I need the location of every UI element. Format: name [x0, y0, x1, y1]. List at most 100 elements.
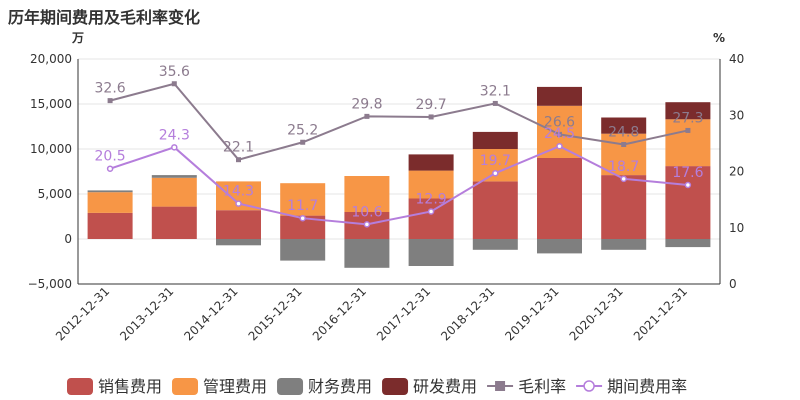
- bar-管理费用: [665, 119, 711, 167]
- x-tick-label: 2018-12-31: [438, 284, 497, 343]
- x-tick-label: 2021-12-31: [631, 284, 690, 343]
- legend-label: 研发费用: [413, 377, 477, 396]
- y-right-unit: %: [713, 31, 725, 45]
- point-期间费用率: [299, 214, 306, 222]
- point-期间费用率: [171, 144, 178, 151]
- line-期间费用率: [109, 145, 688, 226]
- point-毛利率: [300, 139, 306, 145]
- data-label-期间费用率: 10.6: [351, 204, 382, 220]
- legend-label: 销售费用: [98, 377, 162, 396]
- y-left-tick-label: 20,000: [30, 52, 72, 66]
- legend-label: 期间费用率: [607, 377, 687, 396]
- chart-title: 历年期间费用及毛利率变化: [8, 8, 201, 27]
- point-毛利率: [621, 142, 627, 147]
- data-label-毛利率: 32.1: [480, 83, 511, 99]
- bar-销售费用: [408, 198, 454, 239]
- bar-财务费用: [151, 175, 197, 178]
- bar-研发费用: [472, 131, 518, 149]
- point-毛利率: [685, 127, 691, 133]
- bar-管理费用: [344, 176, 390, 212]
- legend-swatch-销售费用: [67, 378, 93, 395]
- data-label-毛利率: 27.3: [672, 110, 703, 126]
- legend-label: 管理费用: [203, 377, 267, 396]
- data-label-毛利率: 26.6: [544, 114, 575, 130]
- legend-swatch-管理费用: [172, 378, 199, 395]
- data-label-期间费用率: 24.3: [159, 127, 190, 143]
- bar-研发费用: [537, 86, 582, 106]
- y-left-unit: 万: [71, 31, 84, 45]
- bar-销售费用: [87, 212, 133, 239]
- y-right-tick-label: 10: [729, 221, 744, 235]
- x-tick-label: 2020-12-31: [567, 284, 626, 343]
- point-期间费用率: [684, 181, 692, 189]
- point-毛利率: [364, 113, 370, 119]
- line-layer: [106, 81, 692, 228]
- x-tick-label: 2013-12-31: [117, 284, 176, 343]
- y-right-tick-label: 30: [729, 108, 744, 122]
- bar-研发费用: [601, 117, 647, 134]
- data-label-期间费用率: 20.5: [95, 149, 126, 165]
- x-tick-label: 2017-12-31: [374, 284, 433, 343]
- point-毛利率: [107, 98, 113, 104]
- bar-销售费用: [151, 206, 197, 239]
- y-left-tick-label: 15,000: [30, 97, 72, 111]
- legend-layer: 销售费用 管理费用 财务费用 研发费用 毛利率 期间费用率: [67, 377, 687, 396]
- bar-财务费用: [537, 239, 582, 254]
- point-毛利率: [492, 100, 498, 106]
- point-期间费用率: [106, 165, 114, 172]
- y-right-tick-label: 40: [729, 52, 744, 66]
- y-left-tick-label: 5,000: [38, 187, 72, 201]
- point-期间费用率: [556, 142, 563, 150]
- point-毛利率: [236, 157, 241, 163]
- data-label-期间费用率: 24.5: [544, 126, 575, 142]
- data-label-期间费用率: 14.3: [223, 184, 254, 200]
- bar-财务费用: [216, 239, 261, 246]
- legend-label: 毛利率: [518, 377, 566, 396]
- bar-销售费用: [537, 158, 582, 239]
- y-left-tick-label: 0: [64, 232, 72, 246]
- data-label-毛利率: 22.1: [223, 140, 254, 156]
- bar-管理费用: [408, 170, 454, 199]
- point-毛利率: [557, 131, 562, 137]
- bar-财务费用: [344, 239, 390, 268]
- bar-销售费用: [665, 166, 711, 239]
- bar-管理费用: [151, 177, 197, 207]
- legend-swatch-研发费用: [382, 378, 409, 395]
- legend-swatch-财务费用: [277, 378, 304, 395]
- bar-财务费用: [280, 239, 326, 261]
- bar-销售费用: [216, 210, 261, 239]
- point-毛利率: [171, 81, 177, 87]
- legend-marker-毛利率: [495, 381, 506, 391]
- bar-财务费用: [665, 239, 711, 248]
- bar-研发费用: [665, 102, 711, 120]
- data-label-毛利率: 25.2: [287, 122, 318, 138]
- data-label-毛利率: 29.7: [416, 97, 447, 113]
- bar-管理费用: [87, 192, 133, 213]
- x-tick-label: 2014-12-31: [181, 284, 240, 343]
- data-label-毛利率: 29.8: [351, 96, 382, 112]
- bar-财务费用: [472, 239, 518, 250]
- bar-销售费用: [472, 181, 518, 239]
- bar-财务费用: [601, 239, 647, 250]
- data-label-期间费用率: 17.6: [672, 165, 703, 181]
- point-期间费用率: [620, 175, 627, 183]
- line-毛利率: [109, 82, 689, 161]
- x-tick-label: 2016-12-31: [310, 284, 369, 343]
- bar-销售费用: [280, 215, 326, 239]
- bar-财务费用: [87, 190, 133, 193]
- data-label-毛利率: 35.6: [159, 64, 190, 80]
- point-期间费用率: [492, 169, 499, 177]
- data-label-期间费用率: 18.7: [608, 159, 639, 175]
- point-期间费用率: [235, 200, 242, 207]
- x-tick-label: 2019-12-31: [502, 284, 561, 343]
- data-label-期间费用率: 12.9: [416, 191, 447, 207]
- y-left-tick-label: −5,000: [28, 277, 72, 291]
- y-left-tick-label: 10,000: [30, 142, 72, 156]
- y-right-tick-label: 20: [729, 165, 744, 179]
- data-label-期间费用率: 11.7: [287, 198, 318, 214]
- bar-管理费用: [280, 183, 326, 216]
- legend-marker-期间费用率: [583, 380, 595, 392]
- bar-财务费用: [408, 239, 454, 266]
